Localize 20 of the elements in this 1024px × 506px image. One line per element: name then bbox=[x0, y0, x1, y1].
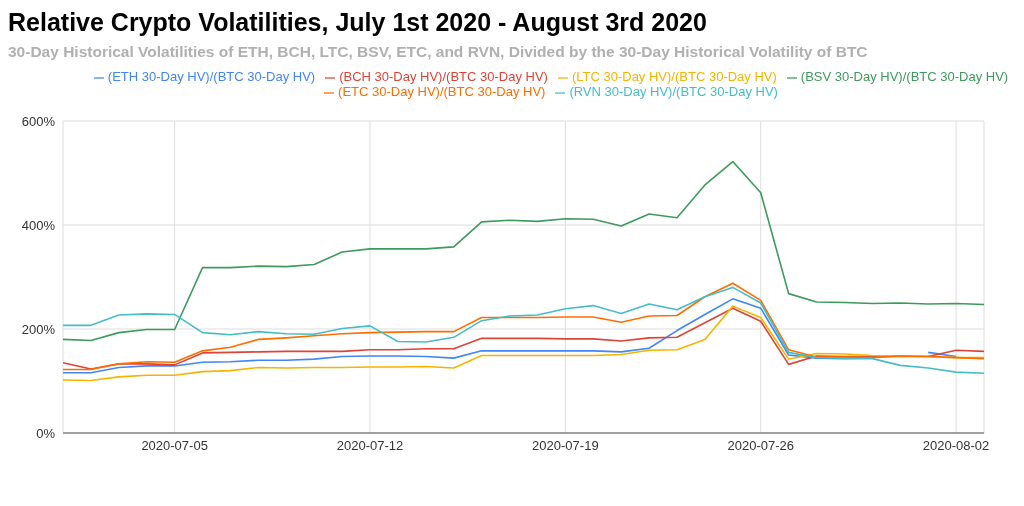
y-tick-label: 400% bbox=[21, 217, 56, 233]
x-tick-label: 2020-07-05 bbox=[141, 438, 208, 454]
y-tick-label: 600% bbox=[21, 113, 56, 129]
x-tick-label: 2020-08-02 bbox=[922, 438, 990, 454]
y-tick-label: 0% bbox=[36, 425, 56, 441]
legend-label: (LTC 30-Day HV)/(BTC 30-Day HV) bbox=[571, 69, 777, 84]
legend-label: (ETC 30-Day HV)/(BTC 30-Day HV) bbox=[338, 84, 546, 99]
line-series bbox=[63, 305, 984, 382]
y-tick-label: 200% bbox=[21, 321, 56, 337]
legend-label: (BCH 30-Day HV)/(BTC 30-Day HV) bbox=[339, 69, 548, 84]
x-tick-label: 2020-07-19 bbox=[532, 438, 599, 454]
x-tick-label: 2020-07-12 bbox=[336, 438, 404, 454]
chart-title: Relative Crypto Volatilities, July 1st 2020 - August 3rd 2020 bbox=[8, 8, 708, 37]
x-tick-label: 2020-07-26 bbox=[727, 438, 794, 454]
legend-label: (ETH 30-Day HV)/(BTC 30-Day HV) bbox=[107, 69, 316, 84]
line-series bbox=[63, 160, 984, 342]
legend-label: (RVN 30-Day HV)/(BTC 30-Day HV) bbox=[569, 84, 778, 99]
line-series bbox=[63, 307, 984, 370]
legend-label: (BSV 30-Day HV)/(BTC 30-Day HV) bbox=[800, 69, 1009, 84]
chart-subtitle: 30-Day Historical Volatilities of ETH, BCH, LTC, BSV, ETC, and RVN, Divided by the 30-Day Historical Volatility of BTC bbox=[8, 43, 869, 61]
